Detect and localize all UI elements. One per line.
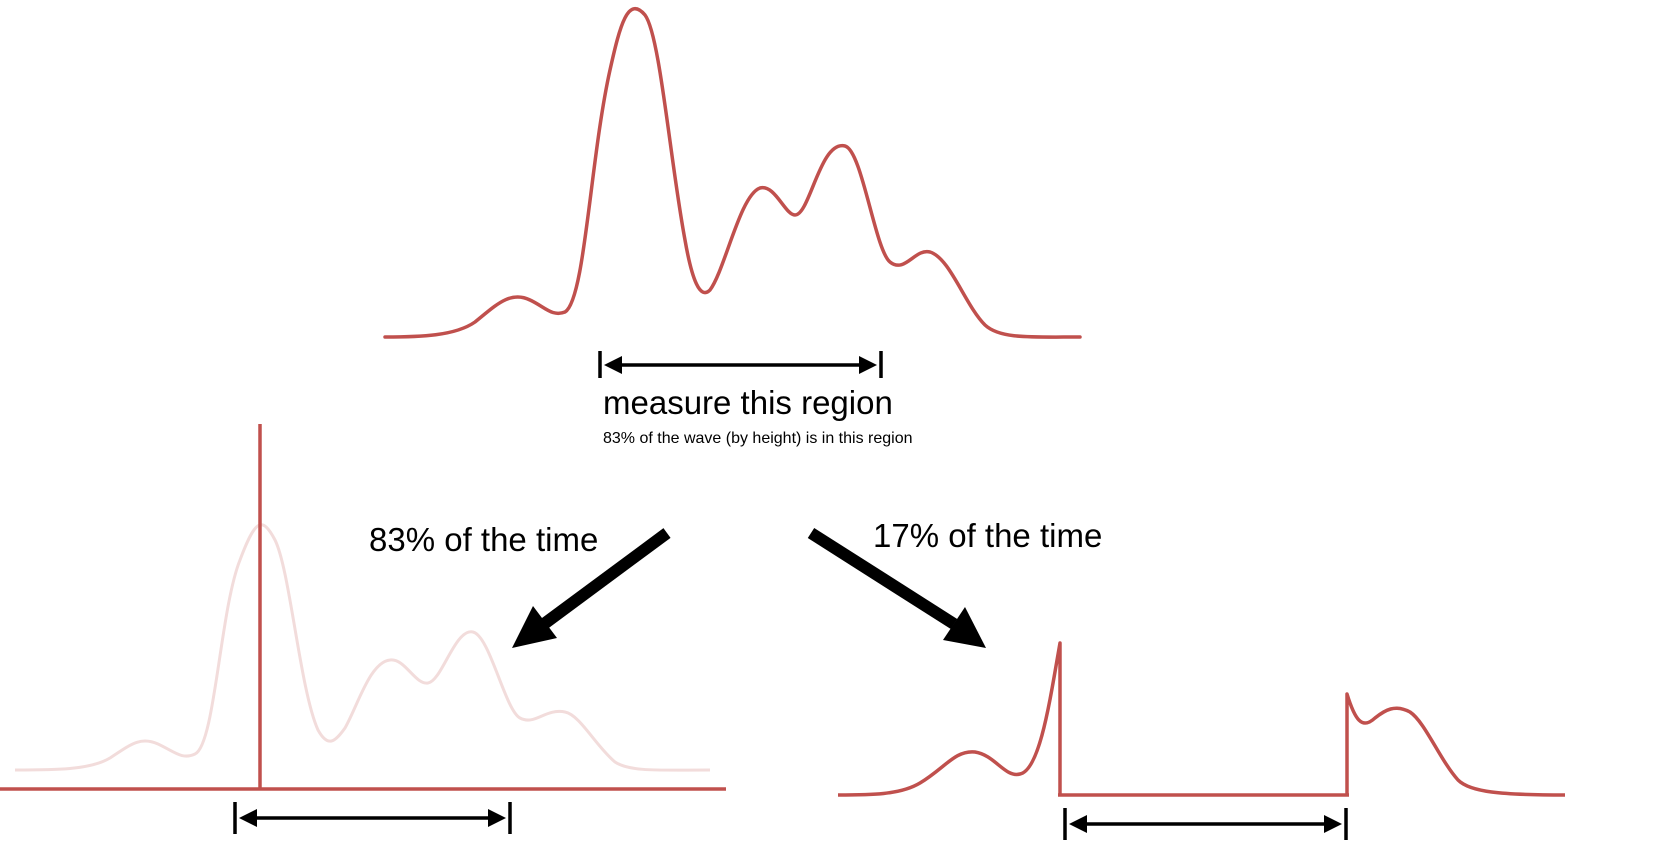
measure-label: measure this region	[603, 384, 893, 421]
right-branch-arrow	[807, 527, 986, 648]
bottom-right-wave-right	[1345, 692, 1566, 797]
top-wave	[383, 7, 1082, 339]
left-branch-label: 83% of the time	[369, 521, 598, 558]
left-branch-arrow	[512, 528, 671, 648]
bottom-left-measure-bracket	[233, 802, 512, 834]
measure-note: 83% of the wave (by height) is in this r…	[603, 430, 913, 447]
bottom-right-measure-bracket	[1063, 808, 1348, 840]
bottom-left-faded-wave	[14, 523, 711, 772]
bottom-right-wave-left	[837, 641, 1062, 797]
top-measure-bracket	[598, 351, 883, 378]
right-branch-label: 17% of the time	[873, 517, 1102, 554]
